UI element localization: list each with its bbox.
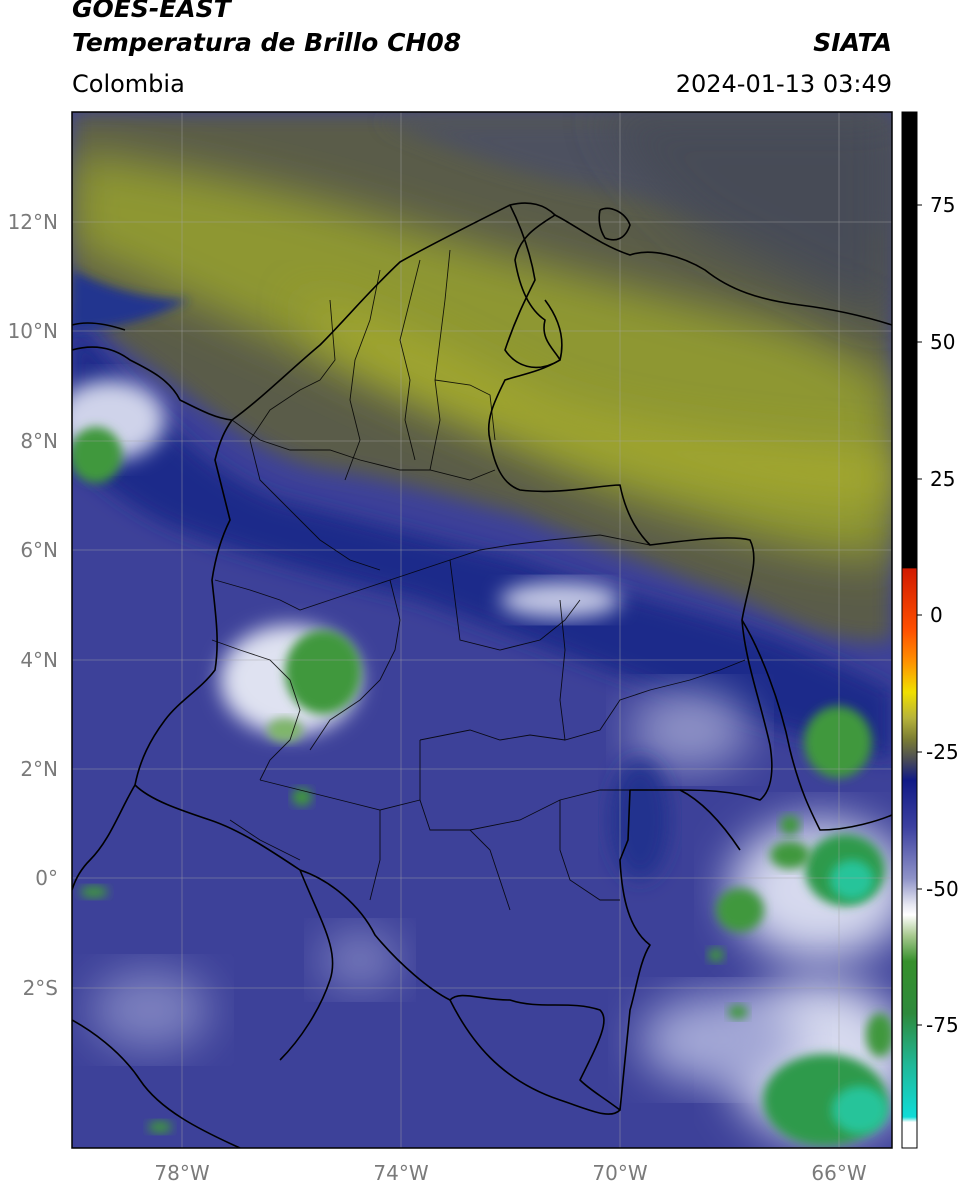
lon-label: 70°W [592, 1161, 647, 1185]
lat-label: 8°N [20, 429, 58, 453]
latitude-labels: 12°N 10°N 8°N 6°N 4°N 2°N 0° 2°S [8, 210, 58, 1000]
colorbar-tick: 25 [930, 467, 955, 491]
lat-label: 12°N [8, 210, 58, 234]
lat-label: 2°S [23, 976, 58, 1000]
map-frame [71, 111, 893, 1149]
colorbar-tick: 50 [930, 330, 955, 354]
country-borders [72, 202, 892, 1148]
lat-label: 4°N [20, 648, 58, 672]
lon-label: 74°W [373, 1161, 428, 1185]
colorbar-frame [901, 111, 918, 1149]
region-label: Colombia [72, 70, 185, 98]
brightness-temperature-layer [72, 112, 892, 1148]
colorbar-tick: 75 [930, 193, 955, 217]
colorbar-tick: -50 [926, 877, 959, 901]
lat-label: 6°N [20, 538, 58, 562]
lat-label: 2°N [20, 757, 58, 781]
colorbar-tick: -25 [926, 740, 959, 764]
datetime-label: 2024-01-13 03:49 [675, 70, 892, 98]
agency-label: SIATA [813, 28, 892, 57]
lat-label: 10°N [8, 319, 58, 343]
colorbar-tick: -75 [926, 1013, 959, 1037]
product-title: Temperatura de Brillo CH08 [72, 28, 462, 57]
colorbar-tick: 0 [930, 603, 943, 627]
lon-label: 66°W [811, 1161, 866, 1185]
satellite-title: GOES-EAST [72, 0, 231, 23]
lat-label: 0° [35, 866, 58, 890]
colorbar-gradient [902, 112, 917, 1148]
graticule [72, 112, 892, 1148]
longitude-labels: 78°W 74°W 70°W 66°W [154, 1161, 866, 1185]
lon-label: 78°W [154, 1161, 209, 1185]
colorbar: 75 50 25 0 -25 -50 -75 [901, 111, 959, 1149]
department-borders [211, 249, 746, 911]
